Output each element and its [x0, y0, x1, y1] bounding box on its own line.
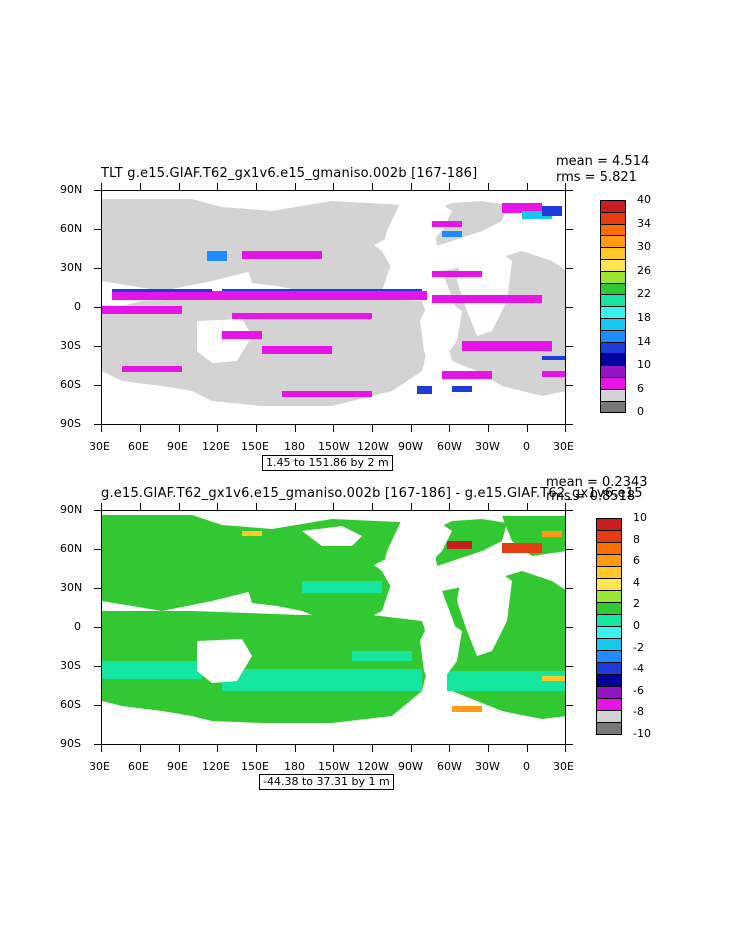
panel-1-lon-label: 0 [523, 440, 530, 453]
panel-2-lon-label: 120W [357, 760, 389, 773]
panel-1-lon-label: 150W [318, 440, 350, 453]
colorbar-swatch [596, 722, 622, 735]
panel-1-lon-label: 30E [89, 440, 110, 453]
panel-1-title: TLT g.e15.GIAF.T62_gx1v6.e15_gmaniso.002… [101, 166, 478, 181]
panel-1-tick-marks [94, 183, 573, 432]
panel-1-lon-label: 30E [553, 440, 574, 453]
panel-2-lat-label: 30N [60, 581, 83, 594]
colorbar-label: 2 [633, 597, 640, 611]
panel-2-mean: mean = 0.2343 [546, 475, 648, 490]
panel-2-lon-label: 60E [128, 760, 149, 773]
colorbar-label: 40 [637, 193, 651, 206]
panel-2-cyan-bands [102, 581, 565, 691]
panel-1-lon-label: 30W [475, 440, 500, 453]
panel-2-lat-label: 0 [74, 620, 81, 633]
colorbar-label: -6 [633, 683, 644, 697]
colorbar-label: -10 [633, 727, 651, 740]
panel-2-map [101, 510, 566, 745]
colorbar-label: 30 [637, 240, 651, 254]
colorbar-label: 0 [633, 619, 640, 632]
panel-2-title: g.e15.GIAF.T62_gx1v6.e15_gmaniso.002b [1… [101, 486, 643, 501]
panel-1-lat-label: 30S [60, 339, 81, 352]
panel-1-lat-label: 30N [60, 261, 83, 274]
panel-2-lon-label: 30E [89, 760, 110, 773]
panel-1-blue-accents [112, 206, 565, 394]
colorbar-label: 0 [637, 405, 644, 419]
panel-2-lat-label: 30S [60, 659, 81, 672]
colorbar-label: 6 [637, 381, 644, 395]
panel-2-rms: rms = 0.8518 [546, 489, 636, 504]
panel-2-tick-marks [94, 503, 573, 752]
panel-2-lon-label: 120E [202, 760, 230, 773]
panel-1-lon-label: 120E [202, 440, 230, 453]
panel-2-lon-label: 30E [553, 760, 574, 773]
panel-2-lon-label: 180 [284, 760, 305, 773]
panel-1-lat-label: 90S [60, 417, 81, 430]
panel-1-lon-label: 150E [241, 440, 269, 453]
panel-1-rms: rms = 5.821 [556, 170, 637, 185]
panel-1-lon-label: 60W [437, 440, 462, 453]
colorbar-label: 18 [637, 311, 651, 324]
panel-2-lon-label: 60W [437, 760, 462, 773]
panel-1-lon-label: 180 [284, 440, 305, 453]
panel-1-lat-label: 0 [74, 300, 81, 313]
colorbar-label: 22 [637, 287, 651, 301]
panel-2-lat-label: 90N [60, 503, 83, 516]
panel-1-range-label: 1.45 to 151.86 by 2 m [262, 455, 393, 471]
panel-2-land [197, 517, 512, 691]
colorbar-label: 14 [637, 334, 651, 348]
panel-1-lat-label: 60N [60, 222, 83, 235]
panel-2-lon-label: 30W [475, 760, 500, 773]
colorbar-label: -2 [633, 640, 644, 654]
panel-2-lon-label: 0 [523, 760, 530, 773]
panel-1-lon-label: 90E [167, 440, 188, 453]
panel-1-land [197, 197, 512, 371]
colorbar-label: 10 [633, 511, 647, 524]
panel-1-lat-label: 90N [60, 183, 83, 196]
panel-2-range-label: -44.38 to 37.31 by 1 m [259, 774, 394, 790]
colorbar-label: 6 [633, 554, 640, 568]
panel-2-lon-label: 90W [398, 760, 423, 773]
colorbar-label: 34 [637, 216, 651, 230]
colorbar-label: 26 [637, 263, 651, 277]
panel-1-lon-label: 90W [398, 440, 423, 453]
colorbar-label: 10 [637, 358, 651, 372]
colorbar-label: -4 [633, 662, 644, 676]
panel-2-lon-label: 150W [318, 760, 350, 773]
panel-1-lat-label: 60S [60, 378, 81, 391]
panel-2-lon-label: 90E [167, 760, 188, 773]
panel-1-colorbar: 40 34 30 26 22 18 14 10 6 0 [600, 193, 660, 419]
panel-1-lon-label: 60E [128, 440, 149, 453]
panel-2-lat-label: 90S [60, 737, 81, 750]
panel-2-map-svg [102, 511, 565, 744]
panel-2-warm-accents [242, 531, 565, 712]
panel-1-map [101, 190, 566, 425]
panel-2-colorbar: 10 8 6 4 2 0 -2 -4 -6 -8 -10 [596, 511, 656, 740]
panel-2-lon-label: 150E [241, 760, 269, 773]
panel-1-magenta-bands [102, 203, 565, 397]
colorbar-swatch [600, 400, 626, 414]
colorbar-label: 8 [633, 532, 640, 546]
colorbar-label: 4 [633, 575, 640, 589]
panel-2-lat-label: 60S [60, 698, 81, 711]
colorbar-label: -8 [633, 705, 644, 719]
panel-1-lon-label: 120W [357, 440, 389, 453]
panel-1-mean: mean = 4.514 [556, 154, 650, 169]
panel-1-map-svg [102, 191, 565, 424]
panel-2-lat-label: 60N [60, 542, 83, 555]
